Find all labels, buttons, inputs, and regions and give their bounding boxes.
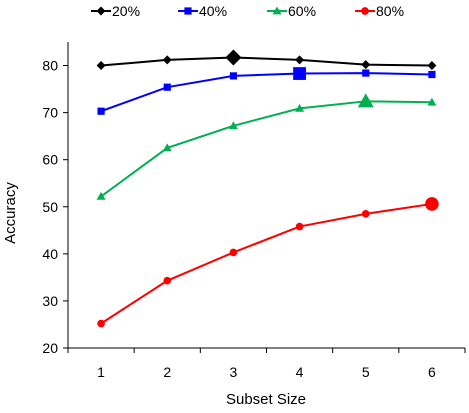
data-point-highlight xyxy=(293,67,306,80)
data-point xyxy=(427,61,437,71)
data-point xyxy=(295,222,304,231)
y-tick-label: 80 xyxy=(42,58,58,74)
legend-label: 40% xyxy=(199,3,227,19)
y-tick-label: 40 xyxy=(42,246,58,262)
legend: 20% 40% 60% 80% xyxy=(91,3,404,19)
x-tick-label: 5 xyxy=(362,364,370,380)
x-tick-label: 3 xyxy=(230,364,238,380)
series-line xyxy=(100,72,432,113)
legend-marker xyxy=(361,7,369,15)
legend-label: 60% xyxy=(288,3,316,19)
series-3 xyxy=(97,197,439,328)
data-point xyxy=(428,70,436,79)
data-point xyxy=(96,61,106,71)
legend-marker xyxy=(272,6,282,15)
x-ticks: 1 2 3 4 5 6 xyxy=(67,348,466,380)
data-point xyxy=(162,55,172,65)
legend-item: 40% xyxy=(178,3,227,19)
data-point-highlight xyxy=(225,49,242,66)
data-point xyxy=(362,69,370,77)
legend-marker xyxy=(96,6,106,16)
data-point xyxy=(162,143,172,152)
x-tick-label: 4 xyxy=(296,364,304,380)
series-0 xyxy=(96,49,437,71)
data-point xyxy=(163,276,172,285)
data-point xyxy=(229,72,238,80)
series-line xyxy=(100,56,432,67)
data-point xyxy=(295,55,305,65)
x-tick-label: 6 xyxy=(428,364,436,380)
series-line xyxy=(100,100,432,198)
data-point xyxy=(96,191,106,200)
legend-label: 20% xyxy=(112,3,140,19)
axes xyxy=(67,42,465,349)
data-point xyxy=(97,319,105,328)
legend-marker xyxy=(184,7,192,15)
x-tick-label: 2 xyxy=(163,364,171,380)
y-ticks: 20 30 40 50 60 70 80 xyxy=(42,58,68,356)
data-point xyxy=(97,107,105,115)
data-point-highlight xyxy=(357,93,374,108)
series-2 xyxy=(96,93,437,200)
data-point xyxy=(228,121,238,130)
data-point xyxy=(295,103,305,112)
data-point xyxy=(361,60,371,70)
y-tick-label: 70 xyxy=(42,105,58,121)
y-axis-title: Accuracy xyxy=(2,182,19,244)
series-line xyxy=(100,202,433,325)
x-tick-label: 1 xyxy=(97,364,105,380)
legend-item: 80% xyxy=(355,3,404,19)
y-tick-label: 30 xyxy=(42,293,58,309)
y-tick-label: 50 xyxy=(42,199,58,215)
y-tick-label: 20 xyxy=(42,340,58,356)
data-point-highlight xyxy=(425,197,439,211)
legend-item: 60% xyxy=(267,3,316,19)
legend-item: 20% xyxy=(91,3,140,19)
y-tick-label: 60 xyxy=(42,152,58,168)
data-point xyxy=(229,248,238,257)
data-point xyxy=(163,83,171,91)
data-point xyxy=(361,210,370,218)
x-axis-title: Subset Size xyxy=(226,391,306,408)
legend-label: 80% xyxy=(376,3,404,19)
series-1 xyxy=(97,67,436,115)
data-point xyxy=(427,97,437,106)
series-group xyxy=(96,49,439,328)
